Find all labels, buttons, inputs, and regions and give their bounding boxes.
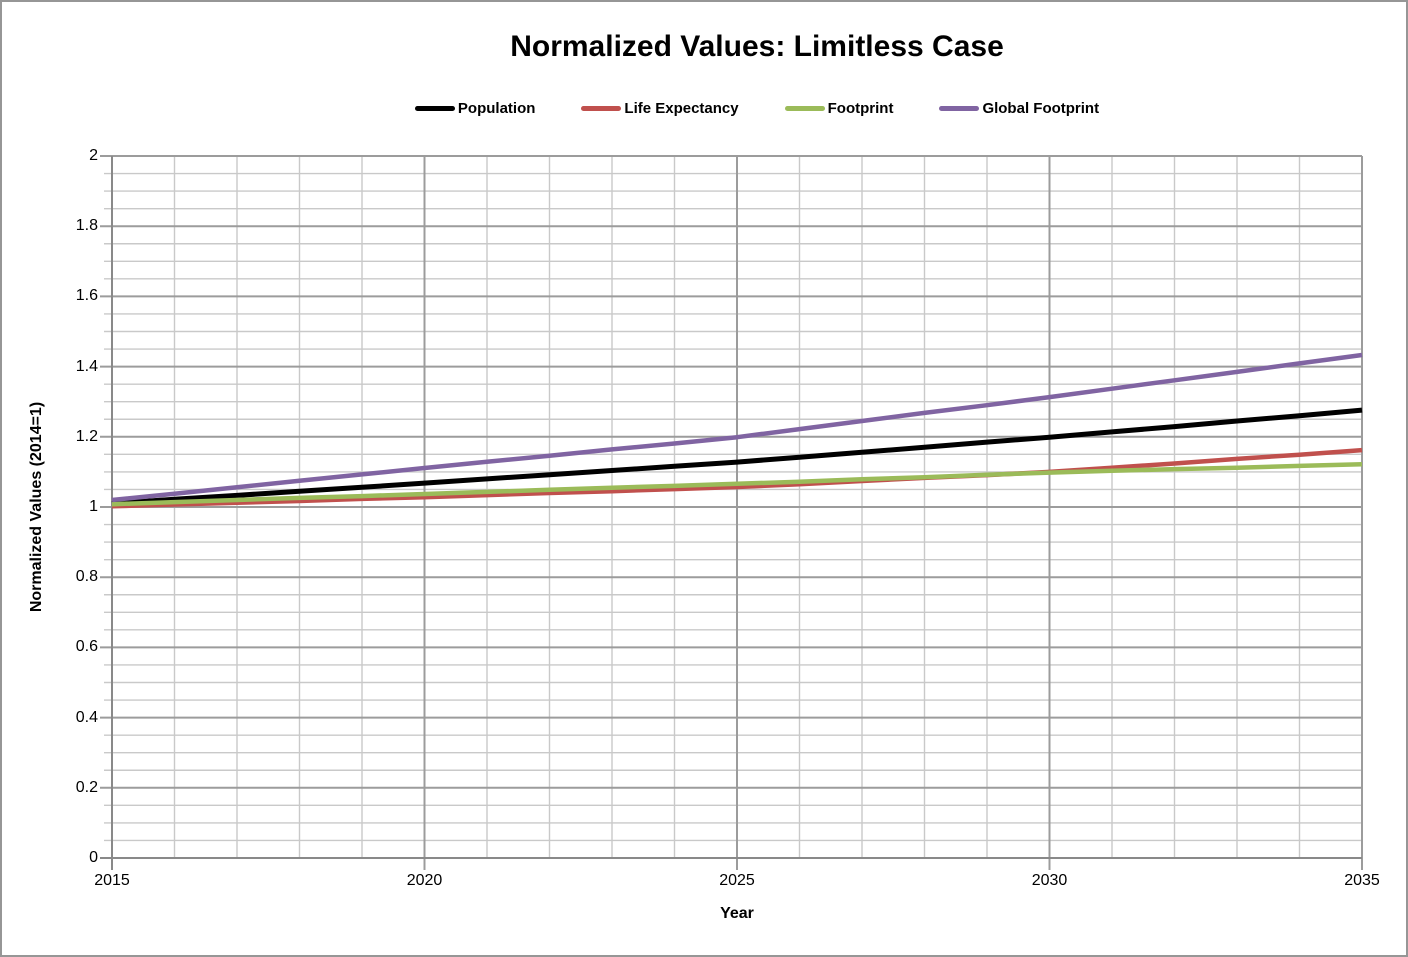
legend-item-footprint: Footprint bbox=[784, 100, 894, 117]
legend: Population Life Expectancy Footprint Glo… bbox=[104, 100, 1406, 117]
population-line-swatch-icon bbox=[414, 106, 455, 111]
legend-label: Life Expectancy bbox=[624, 100, 739, 117]
legend-item-population: Population bbox=[414, 100, 536, 117]
y-tick-label: 0.8 bbox=[75, 568, 98, 586]
chart-title: Normalized Values: Limitless Case bbox=[510, 30, 1004, 63]
y-tick-label: 2 bbox=[89, 147, 98, 164]
plot-area bbox=[100, 155, 1363, 870]
series-line-footprint bbox=[111, 461, 1363, 507]
x-tick-label: 2020 bbox=[406, 872, 443, 889]
x-tick-label: 2030 bbox=[1031, 872, 1068, 889]
legend-label: Footprint bbox=[827, 100, 894, 117]
x-tick-label: 2015 bbox=[94, 872, 130, 889]
y-tick-label: 0 bbox=[89, 849, 98, 866]
y-tick-label: 0.4 bbox=[75, 708, 98, 726]
series-line-global-footprint bbox=[111, 352, 1363, 503]
y-tick-label: 0.6 bbox=[75, 638, 98, 656]
series-line-population bbox=[111, 407, 1363, 506]
legend-item-global-footprint: Global Footprint bbox=[939, 100, 1099, 117]
global-footprint-line-swatch-icon bbox=[939, 106, 980, 111]
y-tick-label: 1.8 bbox=[75, 217, 98, 235]
legend-label: Global Footprint bbox=[982, 100, 1100, 117]
series-line-life-expectancy bbox=[111, 447, 1363, 509]
x-tick-label: 2035 bbox=[1344, 872, 1380, 889]
y-tick-label: 1.2 bbox=[75, 427, 98, 445]
y-tick-label: 1.6 bbox=[75, 287, 98, 305]
legend-label: Population bbox=[457, 100, 536, 117]
y-tick-label: 1 bbox=[89, 498, 98, 515]
x-axis-title: Year bbox=[720, 905, 754, 922]
legend-item-life-expectancy: Life Expectancy bbox=[581, 100, 739, 117]
life-expectancy-line-swatch-icon bbox=[581, 106, 622, 111]
y-tick-label: 0.2 bbox=[75, 778, 98, 796]
x-tick-label: 2025 bbox=[719, 872, 755, 889]
y-tick-label: 1.4 bbox=[75, 357, 98, 375]
footprint-line-swatch-icon bbox=[784, 106, 825, 111]
